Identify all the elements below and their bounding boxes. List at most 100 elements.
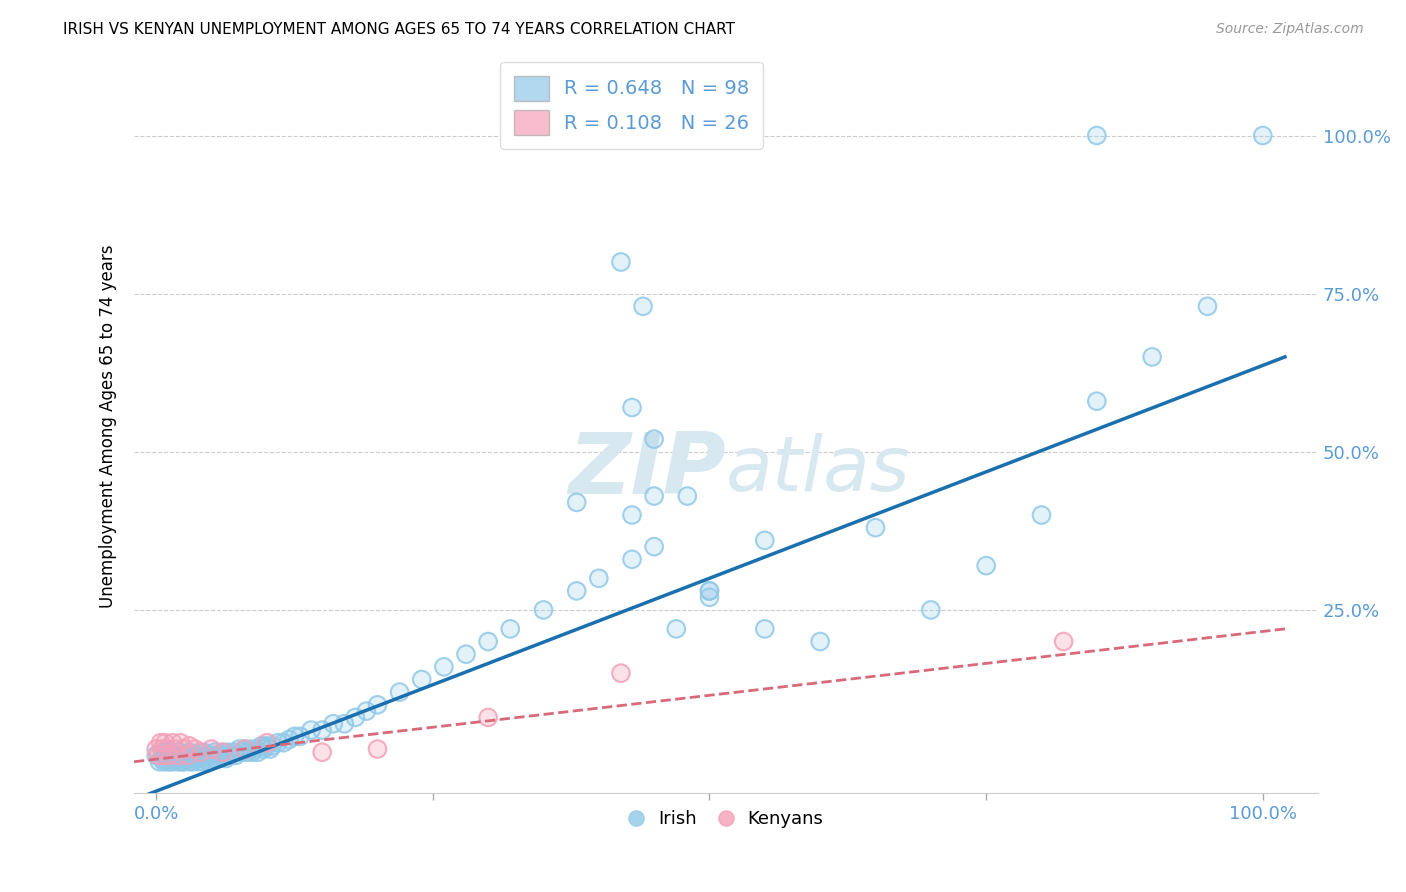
Point xyxy=(356,704,378,718)
Point xyxy=(176,748,198,763)
Point xyxy=(454,647,477,661)
Point xyxy=(156,742,179,756)
Y-axis label: Unemployment Among Ages 65 to 74 years: Unemployment Among Ages 65 to 74 years xyxy=(100,244,117,608)
Point xyxy=(162,755,184,769)
Point xyxy=(169,751,191,765)
Point xyxy=(533,603,555,617)
Point xyxy=(198,755,221,769)
Point xyxy=(180,751,202,765)
Point xyxy=(1031,508,1053,522)
Point xyxy=(228,742,250,756)
Point xyxy=(205,748,228,763)
Point xyxy=(499,622,522,636)
Point xyxy=(288,730,311,744)
Point xyxy=(754,533,776,548)
Point xyxy=(1052,634,1074,648)
Point xyxy=(311,745,333,759)
Point xyxy=(200,742,222,756)
Point xyxy=(1085,394,1108,409)
Point xyxy=(621,552,644,566)
Point xyxy=(477,634,499,648)
Point xyxy=(156,755,179,769)
Point xyxy=(231,745,253,759)
Point xyxy=(865,521,887,535)
Point xyxy=(676,489,699,503)
Point xyxy=(610,666,633,681)
Point xyxy=(233,742,256,756)
Point xyxy=(150,751,173,765)
Point xyxy=(179,755,201,769)
Point xyxy=(217,745,239,759)
Point xyxy=(190,748,212,763)
Point xyxy=(808,634,831,648)
Point xyxy=(250,739,273,753)
Point xyxy=(242,745,264,759)
Point xyxy=(145,742,167,756)
Point xyxy=(356,704,378,718)
Point xyxy=(621,401,644,415)
Point xyxy=(974,558,997,573)
Point xyxy=(190,745,212,759)
Point xyxy=(236,745,259,759)
Text: IRISH VS KENYAN UNEMPLOYMENT AMONG AGES 65 TO 74 YEARS CORRELATION CHART: IRISH VS KENYAN UNEMPLOYMENT AMONG AGES … xyxy=(63,22,735,37)
Point xyxy=(246,745,269,759)
Point xyxy=(610,255,633,269)
Point xyxy=(173,742,195,756)
Point xyxy=(179,755,201,769)
Point xyxy=(283,730,305,744)
Point xyxy=(153,736,176,750)
Point xyxy=(211,745,233,759)
Point xyxy=(311,723,333,737)
Point xyxy=(208,751,231,765)
Point xyxy=(194,751,217,765)
Point xyxy=(153,755,176,769)
Point xyxy=(239,742,262,756)
Point xyxy=(665,622,688,636)
Point xyxy=(233,742,256,756)
Point xyxy=(145,742,167,756)
Point xyxy=(252,742,274,756)
Point xyxy=(156,742,179,756)
Point xyxy=(197,748,219,763)
Point xyxy=(433,660,456,674)
Point xyxy=(344,710,367,724)
Point xyxy=(150,742,173,756)
Point xyxy=(920,603,942,617)
Point xyxy=(754,622,776,636)
Point xyxy=(366,742,388,756)
Point xyxy=(153,748,176,763)
Point xyxy=(250,739,273,753)
Point xyxy=(167,755,190,769)
Point xyxy=(699,591,721,605)
Point xyxy=(148,755,170,769)
Point xyxy=(170,755,193,769)
Point xyxy=(191,755,214,769)
Point xyxy=(643,489,665,503)
Point xyxy=(173,748,195,763)
Point xyxy=(262,739,284,753)
Point xyxy=(1085,394,1108,409)
Point xyxy=(1052,634,1074,648)
Point xyxy=(565,583,588,598)
Point xyxy=(299,723,322,737)
Point xyxy=(219,748,242,763)
Point xyxy=(190,748,212,763)
Point xyxy=(273,736,295,750)
Point xyxy=(150,751,173,765)
Point xyxy=(165,748,187,763)
Point xyxy=(184,742,207,756)
Point xyxy=(211,745,233,759)
Point xyxy=(163,751,186,765)
Point xyxy=(153,748,176,763)
Point xyxy=(454,647,477,661)
Point xyxy=(865,521,887,535)
Point xyxy=(149,736,172,750)
Point xyxy=(202,751,225,765)
Point xyxy=(699,583,721,598)
Point xyxy=(174,751,197,765)
Point xyxy=(215,751,238,765)
Point xyxy=(198,755,221,769)
Point xyxy=(162,755,184,769)
Point xyxy=(262,739,284,753)
Point xyxy=(150,742,173,756)
